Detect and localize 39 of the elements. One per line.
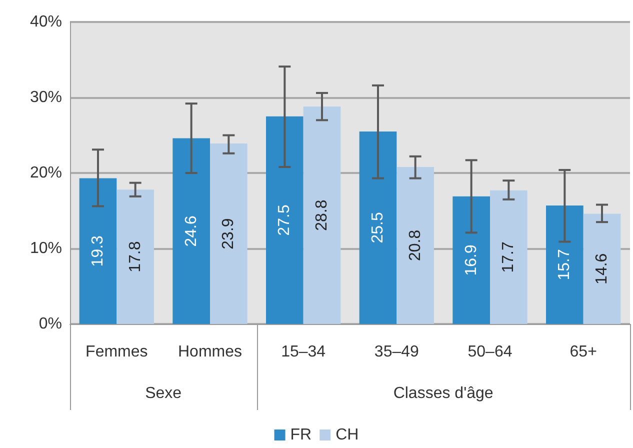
bar — [303, 106, 341, 324]
data-label: 15.7 — [556, 249, 574, 280]
data-label: 25.5 — [370, 212, 386, 244]
x-tick-label: 50–64 — [468, 344, 512, 360]
x-tick-label: 35–49 — [374, 344, 420, 360]
data-label: 28.8 — [314, 200, 330, 231]
data-label: 23.9 — [220, 218, 238, 250]
bar — [266, 116, 304, 324]
bar — [490, 190, 528, 324]
y-tick-label: 10% — [30, 240, 62, 257]
bar — [583, 214, 621, 324]
bar — [546, 205, 584, 324]
data-label: 19.3 — [90, 235, 106, 267]
bar — [359, 131, 397, 324]
y-tick-label: 40% — [30, 14, 62, 30]
data-label: 17.8 — [126, 241, 144, 272]
data-label: 17.7 — [500, 242, 518, 273]
text: Sexe — [144, 385, 183, 403]
bar — [210, 144, 248, 324]
bar — [396, 166, 434, 324]
text: Classes d'âge — [392, 385, 494, 403]
data-label: 24.6 — [182, 215, 200, 247]
bar — [452, 196, 490, 324]
y-tick-label: 20% — [30, 164, 62, 182]
data-label: 20.8 — [406, 230, 424, 262]
bar — [172, 138, 210, 324]
y-tick-label: 0% — [38, 316, 62, 332]
bar — [116, 190, 154, 324]
x-tick-label: Femmes — [86, 344, 148, 360]
legend-label: FR — [290, 426, 312, 444]
legend-label: CH — [336, 426, 359, 444]
y-tick-label: 30% — [30, 89, 62, 106]
data-label: 27.5 — [276, 204, 294, 236]
data-label: 16.9 — [462, 244, 480, 276]
bar — [79, 178, 117, 324]
data-label: 14.6 — [594, 253, 610, 284]
x-tick-label: 65+ — [570, 344, 597, 360]
x-tick-label: Hommes — [178, 344, 242, 360]
x-tick-label: 15–34 — [281, 344, 326, 360]
